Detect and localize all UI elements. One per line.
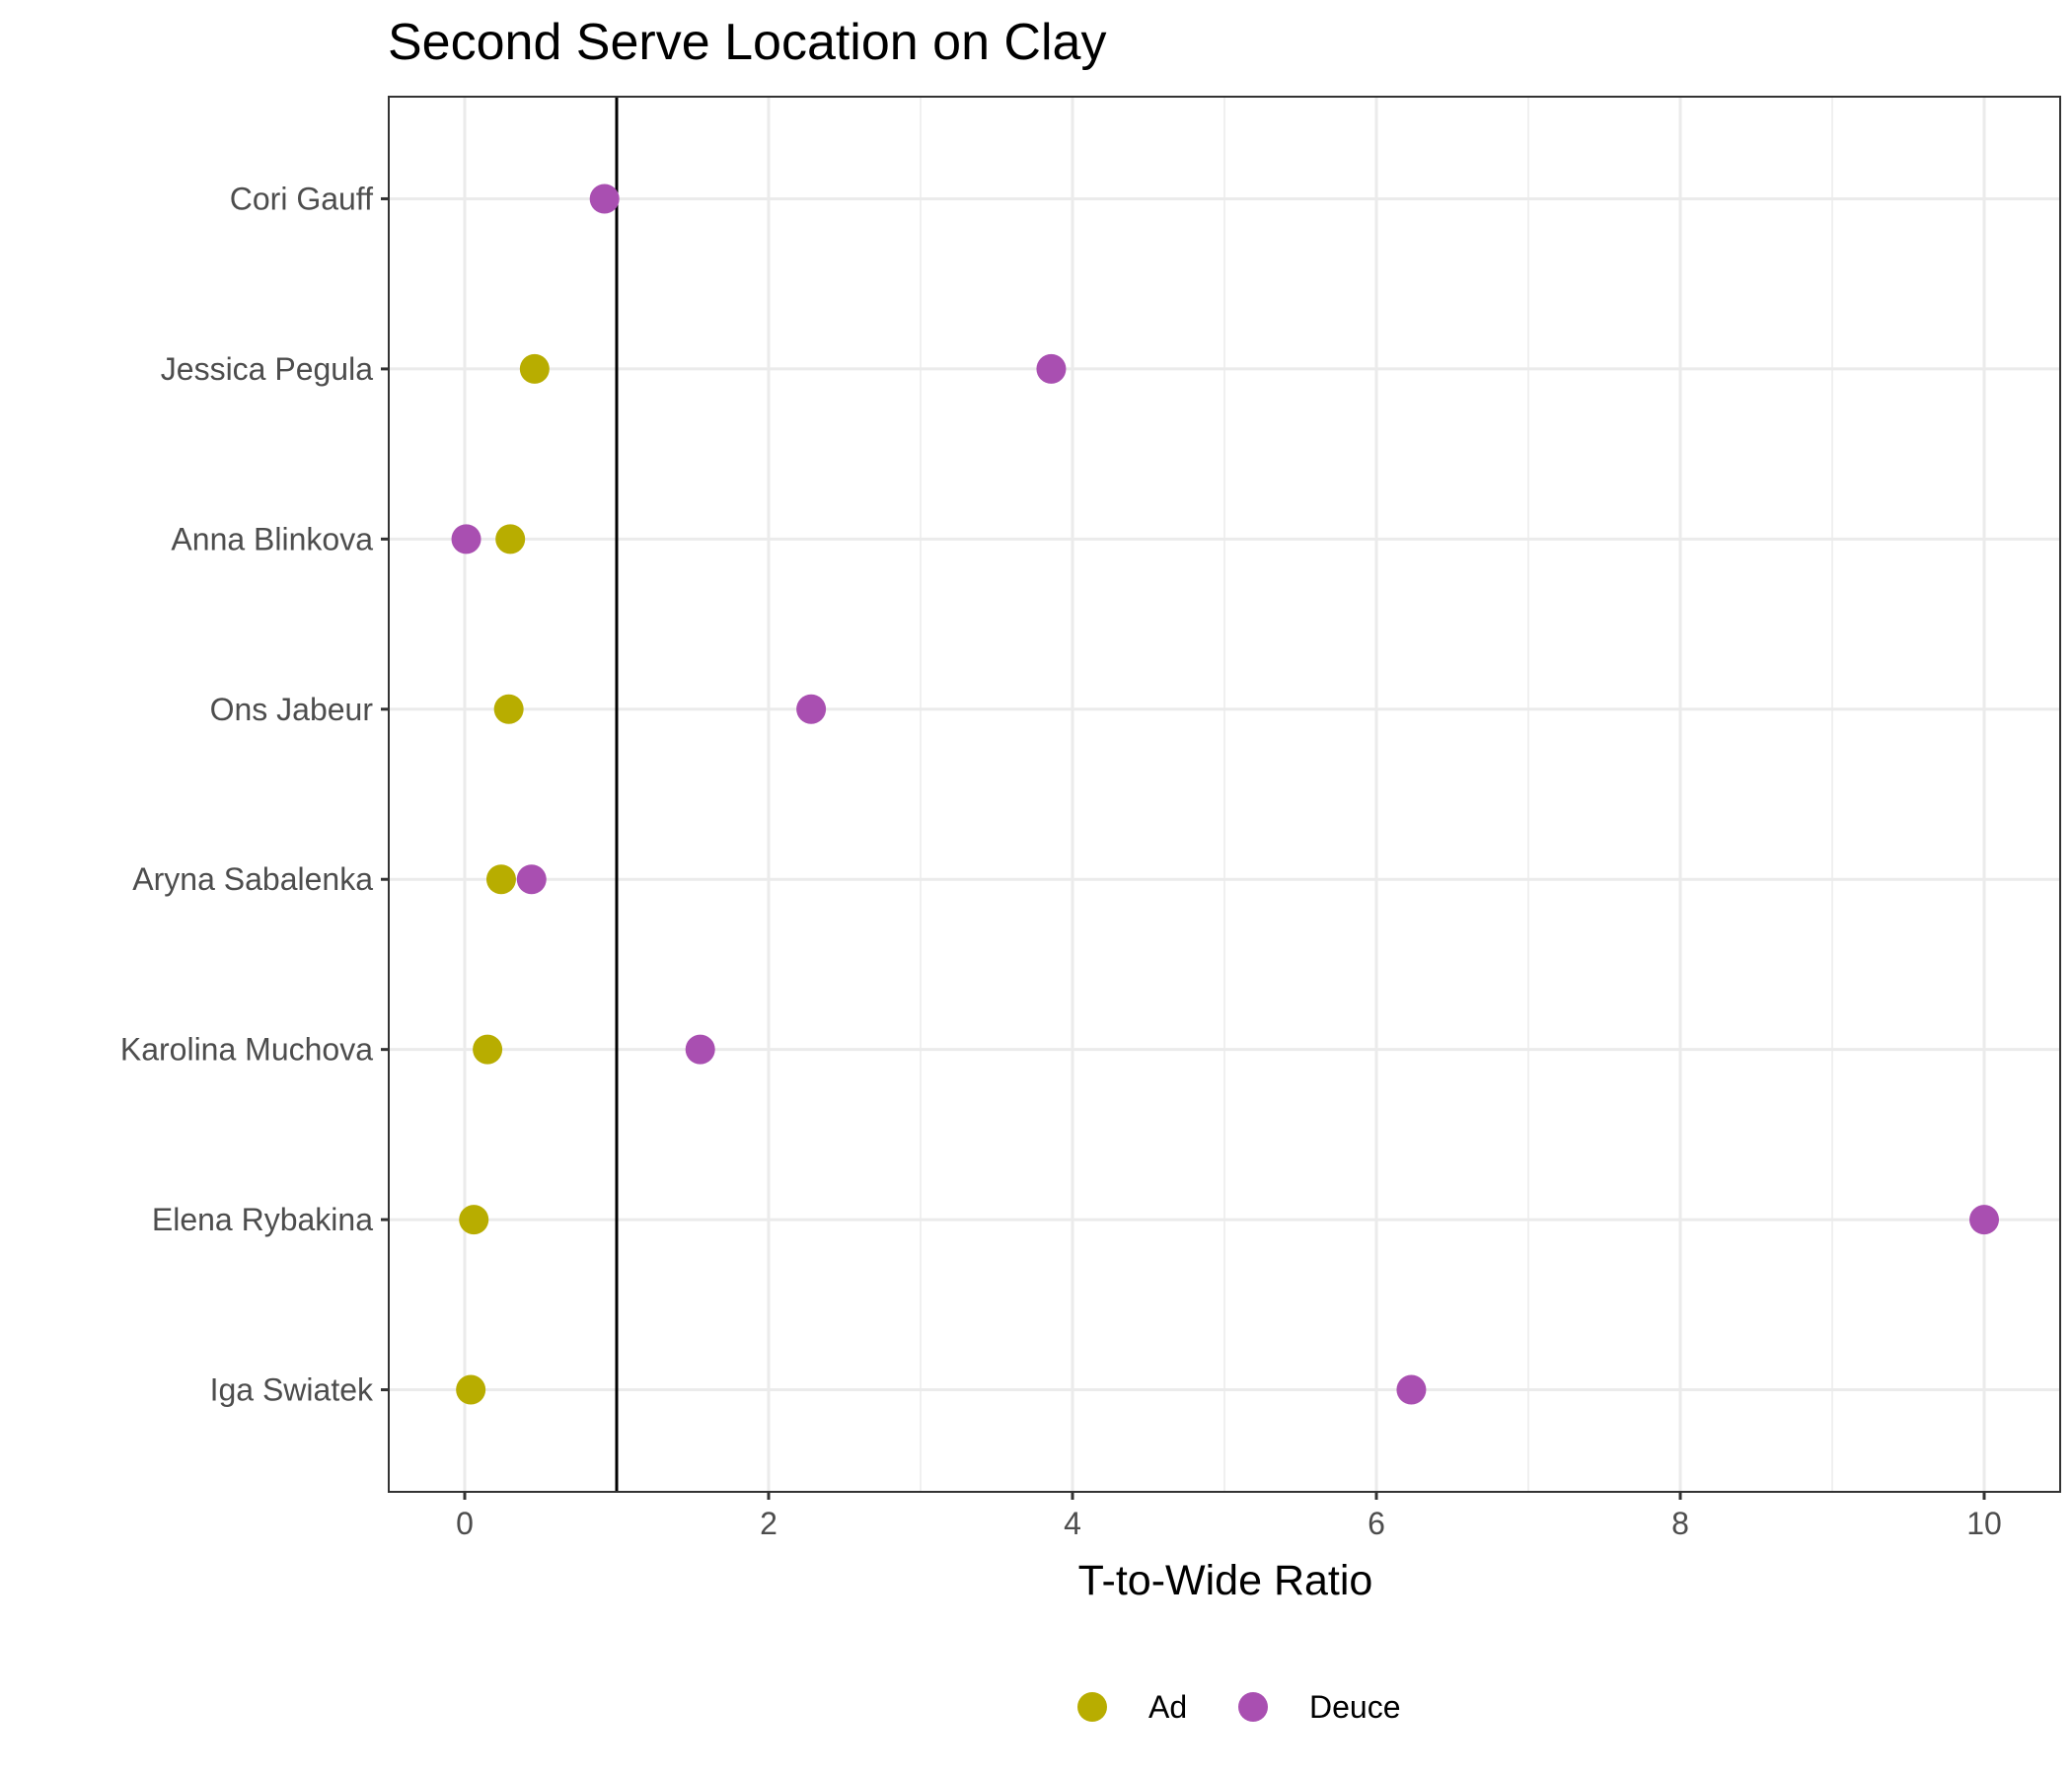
x-axis-ticks: 0 2 4 6 8 10 (456, 1492, 2002, 1541)
x-tick-label: 2 (760, 1506, 777, 1541)
point-deuce (516, 864, 547, 895)
x-tick-label: 10 (1966, 1506, 2002, 1541)
point-ad (485, 864, 516, 895)
point-deuce (796, 694, 827, 724)
x-tick-label: 4 (1064, 1506, 1081, 1541)
y-tick-label: Jessica Pegula (161, 351, 373, 387)
y-tick-label: Anna Blinkova (171, 521, 373, 556)
legend-key-ad (1077, 1692, 1107, 1722)
chart-title: Second Serve Location on Clay (388, 14, 1106, 71)
minor-gridlines (616, 97, 1833, 1492)
y-axis-ticks: Cori Gauff Jessica Pegula Anna Blinkova Ons… (120, 181, 389, 1408)
point-ad (493, 694, 524, 724)
major-gridlines (389, 97, 2060, 1492)
data-points (451, 184, 1999, 1405)
point-ad (495, 524, 526, 555)
y-tick-label: Ons Jabeur (210, 692, 374, 727)
legend: Ad Deuce (1077, 1689, 1401, 1725)
point-deuce (589, 184, 620, 214)
point-ad (459, 1205, 489, 1235)
point-deuce (451, 524, 481, 555)
x-tick-label: 8 (1671, 1506, 1689, 1541)
legend-key-deuce (1238, 1692, 1268, 1722)
legend-label-ad: Ad (1148, 1689, 1187, 1725)
point-deuce (1969, 1205, 1999, 1235)
x-axis-title: T-to-Wide Ratio (1078, 1557, 1373, 1604)
y-tick-label: Karolina Muchova (120, 1032, 373, 1068)
point-deuce (1036, 353, 1067, 384)
x-tick-label: 6 (1368, 1506, 1385, 1541)
point-ad (473, 1034, 503, 1065)
point-deuce (685, 1034, 715, 1065)
y-tick-label: Cori Gauff (230, 181, 373, 216)
point-ad (519, 353, 550, 384)
y-tick-label: Elena Rybakina (152, 1202, 373, 1237)
y-tick-label: Iga Swiatek (210, 1372, 374, 1408)
point-deuce (1396, 1374, 1427, 1405)
plot-panel-border (388, 96, 2061, 1493)
point-ad (456, 1374, 486, 1405)
y-tick-label: Aryna Sabalenka (132, 861, 373, 897)
legend-label-deuce: Deuce (1309, 1689, 1401, 1725)
x-tick-label: 0 (456, 1506, 474, 1541)
